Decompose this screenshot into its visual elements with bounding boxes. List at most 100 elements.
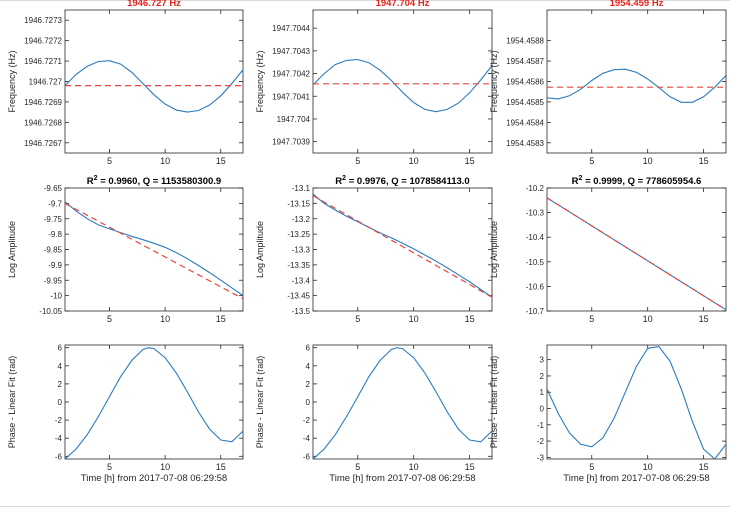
x-tick-label: 5 [107, 156, 112, 166]
x-tick-label: 5 [107, 314, 112, 324]
subplot-r2c2: 5 10 15 -13.1 -13.15 -13.2 -13.25 -13.3 -13.35 -1… [255, 175, 493, 324]
y-tick-label: 1946.7272 [24, 37, 62, 46]
y-tick-label: 2 [306, 380, 311, 389]
x-tick-label: 15 [216, 314, 226, 324]
y-tick-label: -13.1 [292, 184, 311, 193]
y-tick-label: 1946.7269 [24, 98, 62, 107]
x-tick-label: 10 [643, 156, 653, 166]
y-tick-label: 6 [58, 344, 63, 353]
title-stats: = 0.9976, Q = 1078584113.0 [346, 176, 470, 187]
y-tick-label: -13.35 [287, 261, 310, 270]
y-axis-label: Frequency (Hz) [489, 50, 499, 112]
y-tick-label: 1 [540, 388, 545, 397]
series-group [547, 68, 726, 103]
y-tick-label: -1 [537, 421, 545, 430]
y-tick-label: -9.75 [44, 215, 63, 224]
x-tick-label: 10 [160, 314, 170, 324]
axes-box [64, 344, 244, 460]
y-tick-label: 2 [58, 380, 63, 389]
y-tick-label: 1947.7039 [272, 138, 310, 147]
x-tick-label: 10 [160, 462, 170, 472]
subplot-r1c1: 5 10 15 1946.7267 1946.7268 1946.7269 1946.727… [7, 0, 244, 166]
fit-line [65, 202, 243, 300]
y-tick-label: 0 [58, 398, 63, 407]
y-tick-label: -9.95 [44, 276, 63, 285]
data-line [547, 346, 726, 459]
series-group [65, 201, 243, 300]
y-tick-label: 1946.7268 [24, 118, 62, 127]
subplot-title: R2 = 0.9999, Q = 778605954.6 [572, 175, 702, 187]
y-tick-label: 1954.4583 [506, 139, 544, 148]
subplot-title: 1946.727 Hz [127, 0, 181, 9]
y-tick-label: 1947.7042 [272, 70, 310, 79]
data-line [547, 68, 726, 103]
series-group [547, 197, 726, 311]
y-tick-label: -9.8 [48, 230, 62, 239]
series-group [65, 60, 243, 113]
y-tick-label: 1946.7267 [24, 139, 62, 148]
y-tick-label: -13.3 [292, 246, 311, 255]
y-tick-label: -10 [50, 292, 62, 301]
y-tick-label: 1954.4586 [506, 78, 544, 87]
title-stats: = 0.9999, Q = 778605954.6 [582, 176, 701, 187]
data-line [65, 347, 243, 459]
y-tick-label: 1954.4588 [506, 37, 544, 46]
y-tick-label: -9.9 [48, 261, 62, 270]
x-tick-label: 5 [589, 156, 594, 166]
subplot-title: 1954.459 Hz [610, 0, 664, 9]
y-tick-label: -13.2 [292, 215, 311, 224]
y-tick-label: -10.4 [526, 233, 545, 242]
axes-box [546, 344, 727, 460]
y-tick-label: 3 [540, 356, 545, 365]
y-tick-label: -6 [303, 452, 311, 461]
subplot-title: R2 = 0.9976, Q = 1078584113.0 [335, 175, 469, 187]
data-line [65, 201, 243, 297]
axes-box [312, 187, 493, 312]
y-tick-label: -13.4 [292, 276, 311, 285]
y-tick-label: 1954.4587 [506, 57, 544, 66]
y-tick-label: 1946.727 [29, 78, 63, 87]
y-tick-label: 2 [540, 372, 545, 381]
x-tick-label: 10 [409, 462, 419, 472]
series-group [313, 58, 492, 113]
y-tick-label: 1954.4585 [506, 98, 544, 107]
y-axis-label: Log Amplitude [7, 221, 17, 278]
y-tick-label: -13.45 [287, 292, 310, 301]
y-axis-label: Phase - Linear Fit (rad) [7, 356, 17, 449]
y-tick-label: -13.5 [292, 307, 311, 316]
y-axis-label: Phase - Linear Fit (rad) [255, 356, 265, 449]
y-tick-label: 1946.7273 [24, 16, 62, 25]
y-axis-label: Log Amplitude [489, 221, 499, 278]
series-group [313, 347, 492, 459]
series-group [547, 346, 726, 459]
y-tick-label: 6 [306, 344, 311, 353]
x-tick-label: 10 [160, 156, 170, 166]
x-tick-label: 5 [107, 462, 112, 472]
y-tick-label: -4 [303, 434, 311, 443]
data-line [313, 58, 492, 113]
data-line [313, 347, 492, 459]
x-tick-label: 5 [355, 462, 360, 472]
x-tick-label: 15 [465, 462, 475, 472]
y-tick-label: -9.65 [44, 184, 63, 193]
top-border-line [0, 0, 730, 1]
y-axis-label: Phase - Linear Fit (rad) [489, 356, 499, 449]
x-tick-label: 5 [355, 156, 360, 166]
title-superscript: 2 [94, 175, 98, 182]
series-group [65, 347, 243, 459]
y-tick-label: 1946.7271 [24, 57, 62, 66]
x-tick-label: 15 [216, 156, 226, 166]
x-tick-label: 5 [355, 314, 360, 324]
x-axis-label: Time [h] from 2017-07-08 06:29:58 [81, 473, 227, 484]
y-tick-label: -13.25 [287, 230, 310, 239]
subplot-r1c3: 5 10 15 1954.4583 1954.4584 1954.4585 1954.458… [489, 0, 727, 166]
y-tick-label: 1954.4584 [506, 118, 544, 127]
axes-box [64, 9, 244, 154]
title-stats: = 0.9960, Q = 1153580300.9 [98, 176, 222, 187]
y-tick-label: 0 [540, 405, 545, 414]
x-tick-label: 15 [699, 314, 709, 324]
y-tick-label: 0 [306, 398, 311, 407]
axes-box [64, 187, 244, 312]
